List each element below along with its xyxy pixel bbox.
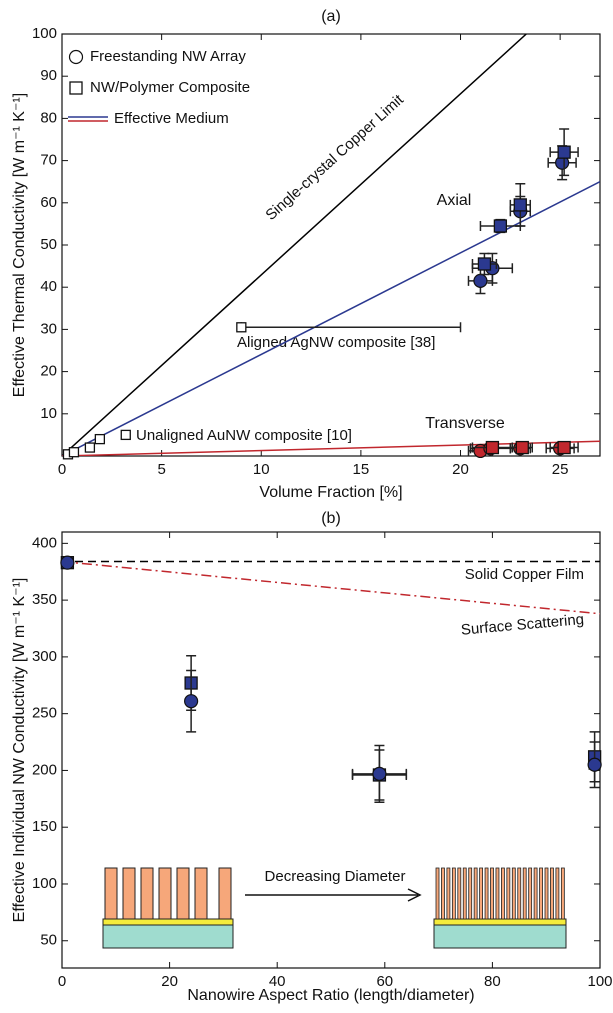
x-tick-label: 5 [157,461,165,478]
y-tick-label: 300 [32,648,57,665]
reference-line [62,34,527,456]
line-label: Transverse [425,415,505,432]
x-tick-label: 25 [552,461,569,478]
marker [84,442,96,453]
x-axis-label: Nanowire Aspect Ratio (length/diameter) [187,987,474,1004]
marker [120,429,131,441]
y-tick-label: 250 [32,705,57,722]
x-axis-label: Volume Fraction [%] [259,484,402,501]
x-tick-label: 100 [587,973,612,990]
arrow-head [407,888,422,902]
line-label: Solid Copper Film [465,566,584,583]
panel-title: (a) [321,8,341,25]
line-label: Single-crystal Copper Limit [262,91,407,224]
seed-layer [433,918,567,926]
plot-frame [61,33,601,457]
marker [236,322,247,333]
y-tick-label: 350 [32,591,57,608]
annotation: Unaligned AuNW composite [10] [136,427,352,444]
legend-label: Freestanding NW Array [90,48,246,65]
y-axis-label: Effective Individual NW Conductivity [W … [11,578,28,923]
y-tick-label: 400 [32,534,57,551]
inset-schematic: Decreasing Diameter [102,867,567,949]
y-tick-label: 50 [40,236,57,253]
marker [477,257,492,271]
line-label: Surface Scattering [460,611,584,639]
marker [60,555,75,570]
panel-title: (b) [321,510,341,527]
legend-label: Effective Medium [114,110,229,127]
marker [513,198,527,212]
reference-line [62,181,600,456]
y-tick-label: 50 [40,932,57,949]
y-tick-label: 10 [40,405,57,422]
marker [515,440,529,455]
annotation: Aligned AgNW composite [38] [237,334,435,351]
x-tick-label: 20 [161,973,178,990]
legend-label: NW/Polymer Composite [90,79,250,96]
plot-area [62,560,600,615]
y-tick-label: 20 [40,363,57,380]
y-tick-label: 80 [40,109,57,126]
marker [587,757,602,772]
error-bar-x [240,322,462,333]
panel-b: (b) Nanowire Aspect Ratio (length/diamet… [11,510,612,1004]
legend-marker [68,49,84,65]
marker [372,766,387,781]
substrate [433,924,567,949]
y-tick-label: 150 [32,818,57,835]
marker [94,433,106,445]
marker [557,440,571,455]
marker [68,447,80,458]
thin-wires [435,867,565,920]
y-tick-label: 90 [40,67,57,84]
marker [493,219,508,233]
x-tick-label: 80 [484,973,501,990]
y-axis-label: Effective Thermal Conductivity [W m⁻¹ K⁻… [11,93,28,397]
x-tick-label: 40 [269,973,286,990]
y-tick-label: 70 [40,152,57,169]
wide-wires [104,867,232,920]
marker [473,273,488,288]
y-tick-label: 60 [40,194,57,211]
y-tick-label: 40 [40,278,57,295]
x-tick-label: 10 [253,461,270,478]
x-tick-label: 60 [376,973,393,990]
y-tick-label: 30 [40,320,57,337]
marker [557,145,571,159]
substrate [102,924,234,949]
marker [485,440,500,455]
line-label: Axial [437,192,472,209]
y-tick-label: 100 [32,875,57,892]
seed-layer [102,918,234,926]
plot-frame [61,531,601,969]
x-tick-label: 0 [58,461,66,478]
panel-a: (a) Volume Fraction [%] Effective Therma… [11,8,601,501]
plot-area [62,34,600,456]
marker [184,694,199,709]
legend-marker [69,81,83,95]
x-tick-label: 20 [452,461,469,478]
x-tick-label: 15 [353,461,370,478]
annotation: Decreasing Diameter [265,868,406,885]
y-tick-label: 200 [32,761,57,778]
y-tick-label: 100 [32,25,57,42]
x-tick-label: 0 [58,973,66,990]
